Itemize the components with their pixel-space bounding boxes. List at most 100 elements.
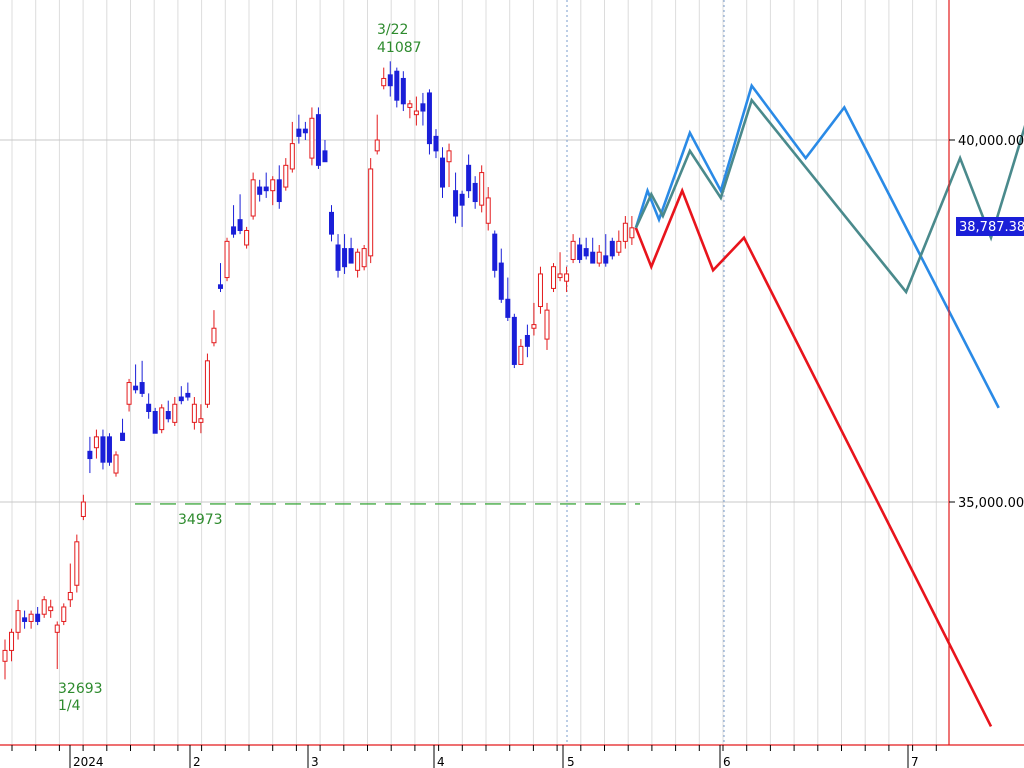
candle-body xyxy=(596,251,602,264)
month-label-2: 2 xyxy=(193,755,201,768)
projection-lines-layer xyxy=(634,82,1024,727)
candle-body xyxy=(315,114,321,166)
candle-body xyxy=(185,392,191,398)
candle xyxy=(152,407,158,434)
candle-body xyxy=(440,157,446,188)
candle xyxy=(511,313,517,369)
candle-body xyxy=(231,226,237,235)
candle-body xyxy=(250,179,256,217)
candle xyxy=(15,599,21,640)
candle-body xyxy=(583,248,589,257)
candle-body xyxy=(564,273,570,282)
candle xyxy=(74,534,80,593)
candle xyxy=(139,360,145,398)
candle-body xyxy=(622,222,628,242)
month-label-4: 4 xyxy=(437,755,445,768)
candle xyxy=(165,400,171,423)
candle xyxy=(257,179,263,202)
month-label-5: 5 xyxy=(567,755,575,768)
candle xyxy=(577,237,583,264)
candle-body xyxy=(224,240,230,279)
candle xyxy=(224,237,230,282)
candle xyxy=(459,190,465,227)
current-price-box xyxy=(956,217,1024,236)
candle-body xyxy=(54,624,60,633)
candle-body xyxy=(270,179,276,192)
candle xyxy=(126,378,132,412)
candle-body xyxy=(2,649,8,662)
candle-body xyxy=(28,613,34,622)
candle xyxy=(446,143,452,188)
candle-body xyxy=(570,240,576,260)
candle xyxy=(48,599,54,618)
candle xyxy=(518,339,524,365)
candle-body xyxy=(93,436,99,449)
candle xyxy=(335,234,341,278)
candle xyxy=(629,216,635,245)
candle xyxy=(120,418,126,441)
candle xyxy=(400,71,406,112)
candle-body xyxy=(537,273,543,308)
candle xyxy=(557,252,563,282)
candle-body xyxy=(400,77,406,105)
candle-body xyxy=(433,135,439,152)
candle xyxy=(348,237,354,264)
candle-body xyxy=(15,610,21,633)
month-label-6: 6 xyxy=(723,755,731,768)
candle-body xyxy=(557,273,563,279)
candle xyxy=(596,244,602,267)
candle xyxy=(309,107,315,166)
high-value-label: 41087 xyxy=(377,40,422,56)
candle xyxy=(41,596,47,618)
candle xyxy=(355,248,361,278)
candle-body xyxy=(342,248,348,268)
candle-body xyxy=(511,316,517,365)
candle-body xyxy=(374,139,380,152)
projection-line-1 xyxy=(634,82,1000,409)
candle xyxy=(531,302,537,336)
candle xyxy=(28,610,34,629)
candle-body xyxy=(472,182,478,203)
month-label-7: 7 xyxy=(911,755,919,768)
candle-body xyxy=(48,606,54,612)
candle xyxy=(394,67,400,108)
candle xyxy=(466,154,472,198)
candle-body xyxy=(361,248,367,268)
candle-body xyxy=(237,219,243,231)
candle xyxy=(537,266,543,314)
candle xyxy=(283,158,289,191)
candle xyxy=(485,187,491,231)
candle-body xyxy=(387,74,393,87)
candle xyxy=(603,234,609,267)
low-value-label: 32693 xyxy=(58,681,103,697)
candle xyxy=(498,248,504,303)
candle-body xyxy=(492,233,498,271)
candle xyxy=(270,176,276,206)
candle xyxy=(329,205,334,242)
candle xyxy=(67,563,73,607)
candle-body xyxy=(74,541,80,586)
candle xyxy=(616,230,622,256)
candle-body xyxy=(348,248,354,264)
candle-body xyxy=(159,407,165,431)
candle xyxy=(159,404,165,434)
projection-line-0 xyxy=(634,187,993,727)
candle xyxy=(178,386,184,405)
candle-body xyxy=(335,244,341,271)
candle xyxy=(276,165,282,209)
candle xyxy=(35,606,41,626)
candle-body xyxy=(485,197,491,224)
low-date-label: 1/4 xyxy=(58,698,81,714)
candle-body xyxy=(420,103,426,112)
candle-body xyxy=(407,103,413,108)
candle xyxy=(146,393,152,419)
candle-body xyxy=(296,128,302,137)
candle-body xyxy=(531,324,537,329)
candle xyxy=(244,226,250,249)
candle xyxy=(54,621,60,670)
candle-body xyxy=(263,186,269,192)
candle xyxy=(9,628,15,662)
candle xyxy=(479,165,485,213)
candle-body xyxy=(198,418,204,423)
candle-body xyxy=(152,411,158,434)
